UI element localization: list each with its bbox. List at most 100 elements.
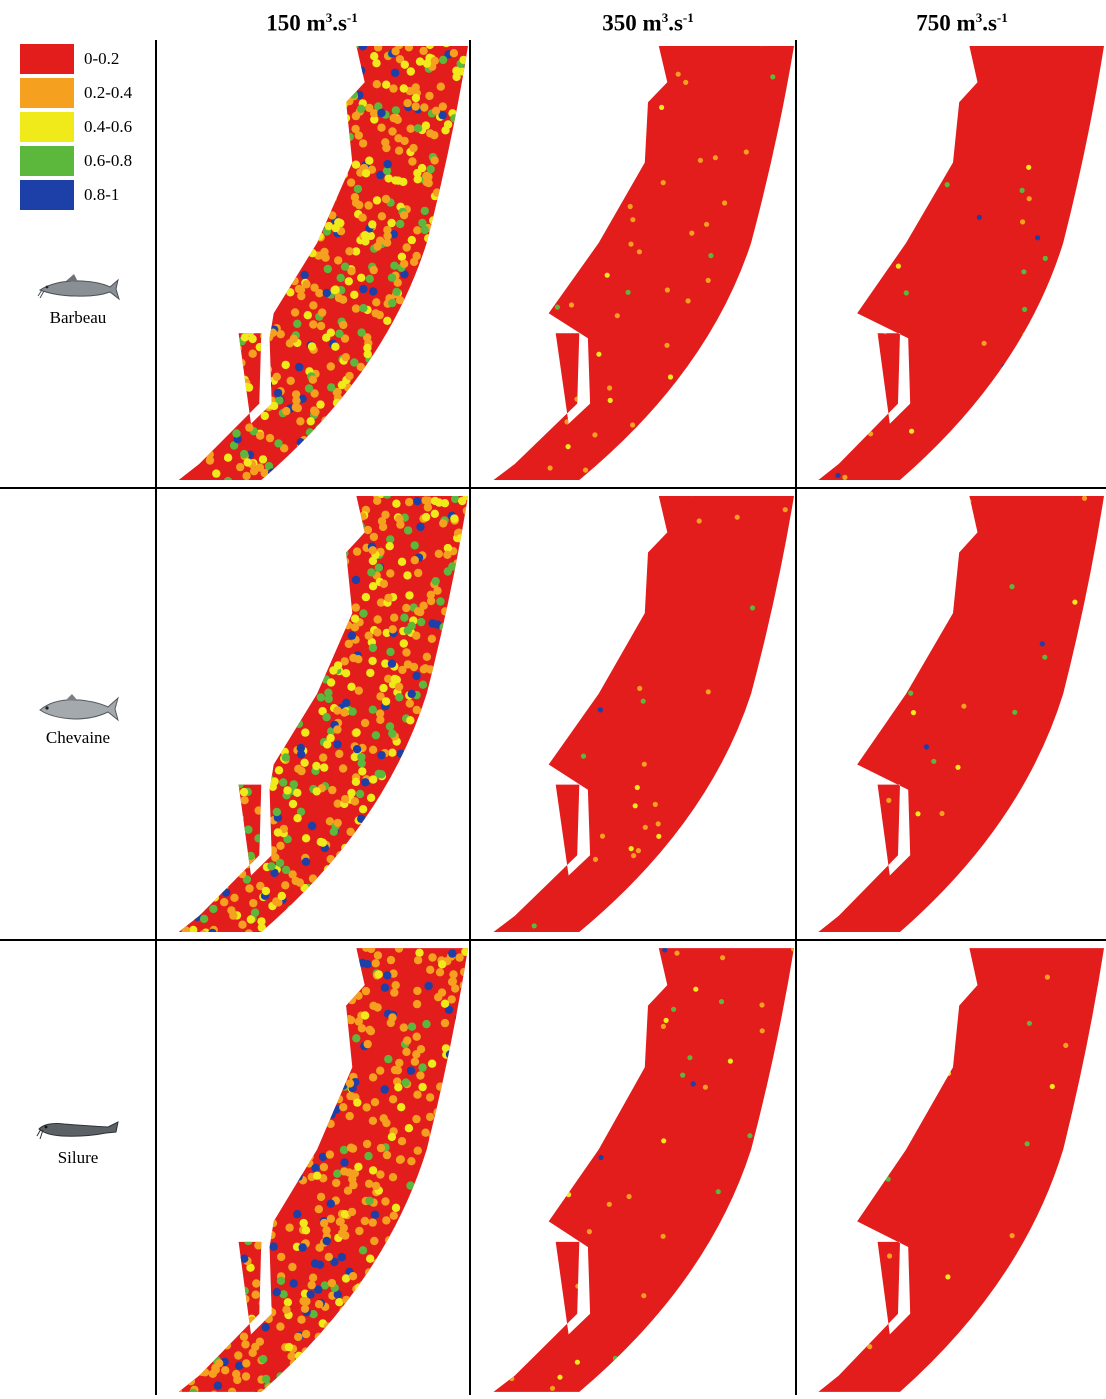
habitat-cell: [158, 50, 163, 58]
habitat-cell: [158, 356, 165, 364]
habitat-cell: [326, 733, 335, 743]
habitat-cell: [313, 467, 322, 477]
habitat-cell: [184, 302, 193, 311]
habitat-cell: [306, 1112, 315, 1122]
habitat-cell: [326, 362, 335, 371]
habitat-cell: [279, 1290, 288, 1299]
habitat-cell: [196, 1111, 206, 1120]
habitat-cell: [566, 1192, 572, 1198]
habitat-cell: [632, 803, 638, 809]
habitat-cell: [354, 974, 364, 983]
habitat-cell: [228, 856, 238, 865]
habitat-cell: [240, 1230, 249, 1240]
habitat-cell: [432, 710, 441, 719]
habitat-cell: [406, 1181, 415, 1190]
habitat-cell: [450, 864, 460, 873]
habitat-cell: [158, 782, 163, 790]
habitat-cell: [348, 1272, 358, 1281]
habitat-cell: [368, 643, 378, 653]
habitat-cell: [258, 455, 268, 464]
habitat-cell: [555, 1285, 561, 1291]
habitat-cell: [364, 1268, 374, 1277]
habitat-cell: [367, 457, 376, 466]
habitat-cell: [574, 396, 580, 402]
habitat-cell: [388, 1013, 397, 1022]
habitat-cell: [192, 197, 202, 207]
habitat-cell: [207, 170, 216, 179]
habitat-cell: [242, 78, 251, 87]
habitat-cell: [347, 631, 357, 640]
habitat-cell: [321, 1345, 331, 1354]
habitat-cell: [214, 686, 223, 696]
habitat-cell: [411, 1342, 421, 1351]
habitat-cell: [1026, 164, 1032, 170]
habitat-cell: [201, 1328, 211, 1337]
habitat-cell: [183, 729, 192, 738]
habitat-cell: [447, 1287, 457, 1296]
habitat-cell: [361, 778, 370, 787]
habitat-cell: [459, 1208, 468, 1217]
habitat-cell: [250, 81, 259, 91]
habitat-cell: [181, 95, 190, 104]
habitat-cell: [163, 472, 171, 480]
habitat-cell: [184, 118, 193, 128]
habitat-cell: [323, 979, 332, 988]
habitat-cell: [368, 1218, 377, 1227]
habitat-cell: [158, 849, 165, 857]
habitat-cell: [200, 553, 209, 562]
habitat-cell: [169, 191, 177, 199]
habitat-cell: [387, 1132, 397, 1142]
habitat-cell: [245, 701, 254, 710]
habitat-cell: [399, 809, 409, 818]
habitat-cell: [572, 614, 578, 620]
habitat-cell: [274, 766, 284, 775]
habitat-cell: [398, 1372, 408, 1381]
habitat-cell: [268, 1124, 277, 1133]
habitat-cell: [339, 1306, 348, 1315]
habitat-cell: [344, 527, 353, 536]
habitat-cell: [158, 756, 164, 764]
habitat-cell: [373, 1258, 382, 1267]
habitat-cell: [347, 918, 356, 927]
habitat-cell: [664, 342, 670, 348]
habitat-cell: [778, 1077, 785, 1083]
habitat-cell: [217, 1154, 226, 1163]
habitat-cell: [636, 249, 642, 255]
habitat-cell: [373, 496, 382, 505]
habitat-cell: [412, 631, 421, 640]
habitat-cell: [345, 531, 354, 540]
habitat-cell: [178, 125, 182, 134]
habitat-cell: [203, 640, 213, 649]
habitat-cell: [230, 409, 239, 418]
habitat-cell: [161, 1353, 169, 1361]
habitat-cell: [315, 606, 325, 615]
habitat-cell: [289, 1279, 298, 1288]
habitat-cell: [265, 657, 274, 666]
habitat-cell: [277, 1252, 286, 1262]
habitat-cell: [187, 673, 197, 683]
habitat-cell: [534, 194, 540, 200]
habitat-cell: [224, 1130, 234, 1139]
habitat-cell: [412, 1114, 421, 1124]
habitat-cell: [315, 424, 324, 433]
habitat-cell: [440, 1230, 450, 1240]
habitat-cell: [410, 348, 420, 357]
habitat-cell: [574, 1359, 580, 1365]
habitat-cell: [406, 1066, 416, 1075]
habitat-cell: [547, 353, 553, 359]
habitat-cell: [191, 1038, 200, 1048]
habitat-cell: [178, 997, 180, 1006]
habitat-cell: [370, 52, 379, 61]
habitat-cell: [363, 1293, 372, 1302]
habitat-cell: [206, 1089, 216, 1098]
habitat-cell: [341, 843, 350, 853]
habitat-cell: [431, 244, 440, 253]
habitat-cell: [403, 921, 412, 931]
habitat-cell: [462, 1305, 468, 1315]
habitat-cell: [320, 871, 329, 880]
habitat-cell: [238, 701, 247, 711]
habitat-cell: [198, 503, 208, 512]
habitat-cell: [313, 1078, 322, 1087]
habitat-cell: [351, 777, 361, 786]
habitat-cell: [559, 62, 565, 68]
